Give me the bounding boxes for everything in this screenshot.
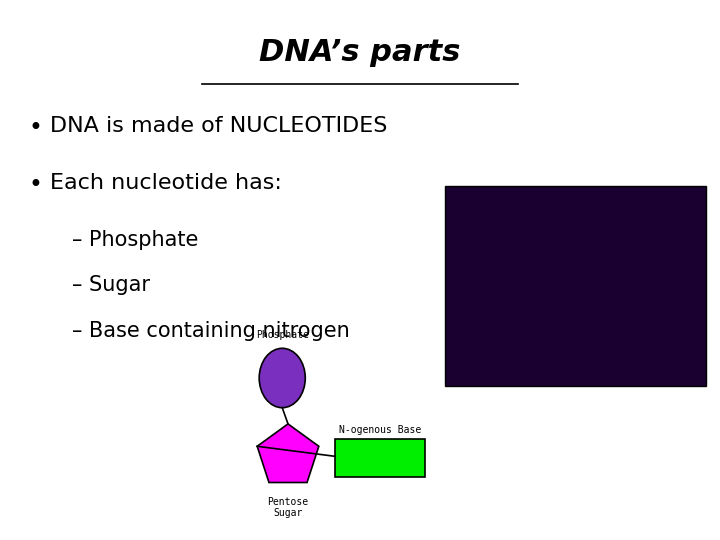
Text: Pentose
Sugar: Pentose Sugar [267,497,309,518]
Text: N-ogenous Base: N-ogenous Base [338,424,421,435]
Text: •: • [29,173,42,197]
FancyBboxPatch shape [445,186,706,386]
Text: DNA is made of NUCLEOTIDES: DNA is made of NUCLEOTIDES [50,116,388,136]
Bar [335,439,425,477]
Text: – Base containing nitrogen: – Base containing nitrogen [72,321,350,341]
Text: Each nucleotide has:: Each nucleotide has: [50,173,282,193]
Text: DNA’s parts: DNA’s parts [259,38,461,67]
Text: – Phosphate: – Phosphate [72,230,199,249]
Ellipse shape [259,348,305,408]
Text: •: • [29,116,42,140]
Text: – Sugar: – Sugar [72,275,150,295]
Text: Phosphate: Phosphate [256,330,309,340]
Polygon shape [257,424,319,483]
